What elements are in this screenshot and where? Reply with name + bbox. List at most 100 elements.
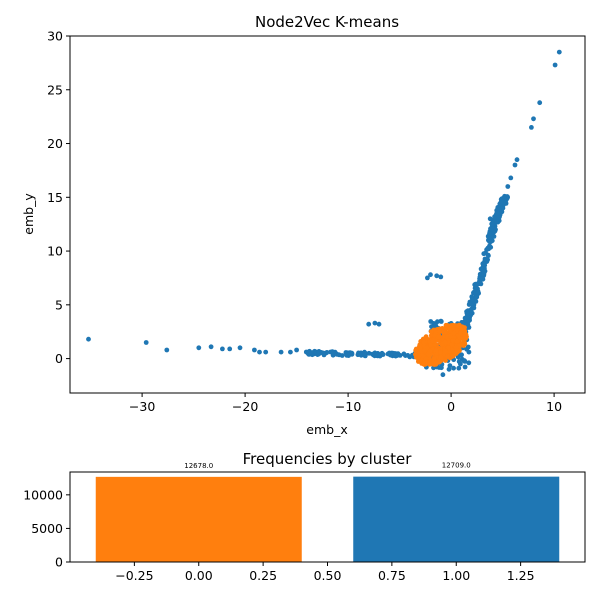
scatter-point-cluster-0 bbox=[433, 347, 439, 353]
scatter-point-cluster-0 bbox=[432, 338, 438, 343]
scatter-point-cluster-0 bbox=[448, 323, 454, 328]
scatter-point-cluster-1 bbox=[495, 210, 500, 216]
bar-x-tick-label: 0.25 bbox=[249, 568, 277, 583]
scatter-point-cluster-1 bbox=[438, 274, 444, 280]
scatter-point-cluster-0 bbox=[427, 348, 433, 354]
scatter-point-cluster-1 bbox=[488, 239, 494, 245]
scatter-point-cluster-1 bbox=[508, 175, 514, 181]
bar-value-label: 12709.0 bbox=[442, 462, 471, 470]
scatter-point-cluster-0 bbox=[459, 327, 464, 332]
scatter-point-cluster-1 bbox=[487, 216, 493, 222]
scatter-point-cluster-1 bbox=[466, 325, 472, 330]
scatter-point-cluster-1 bbox=[475, 290, 481, 295]
bar-cluster-1 bbox=[353, 476, 560, 562]
scatter-point-cluster-0 bbox=[453, 345, 459, 350]
scatter-point-cluster-1 bbox=[439, 365, 444, 371]
scatter-point-cluster-1 bbox=[505, 184, 511, 189]
scatter-point-cluster-1 bbox=[489, 221, 495, 227]
bar-x-tick-label: 0.50 bbox=[314, 568, 342, 583]
scatter-point-cluster-1 bbox=[143, 340, 149, 345]
scatter-x-label: emb_x bbox=[306, 422, 347, 437]
scatter-point-cluster-1 bbox=[357, 352, 363, 357]
scatter-point-cluster-0 bbox=[451, 330, 457, 336]
scatter-point-cluster-1 bbox=[488, 226, 493, 232]
scatter-point-cluster-1 bbox=[481, 261, 487, 267]
scatter-axes: −30 −20 −10 0 10 0 5 10 15 20 25 30 bbox=[47, 29, 586, 414]
scatter-point-cluster-0 bbox=[428, 329, 434, 334]
scatter-y-tick-label: 20 bbox=[47, 136, 63, 151]
scatter-point-cluster-1 bbox=[372, 320, 378, 326]
scatter-point-cluster-1 bbox=[465, 311, 470, 317]
scatter-y-tick-label: 25 bbox=[47, 82, 63, 97]
scatter-point-cluster-1 bbox=[379, 350, 385, 356]
scatter-y-tick-label: 5 bbox=[55, 297, 63, 312]
scatter-point-cluster-0 bbox=[449, 342, 455, 348]
scatter-point-cluster-1 bbox=[227, 346, 233, 352]
scatter-point-cluster-1 bbox=[468, 307, 474, 313]
scatter-point-cluster-1 bbox=[446, 366, 452, 372]
scatter-point-cluster-1 bbox=[458, 361, 463, 367]
scatter-point-cluster-1 bbox=[470, 296, 475, 302]
scatter-point-cluster-1 bbox=[451, 365, 456, 371]
scatter-point-cluster-0 bbox=[454, 339, 460, 344]
scatter-point-cluster-1 bbox=[493, 227, 498, 233]
scatter-point-cluster-1 bbox=[466, 360, 472, 366]
scatter-point-cluster-0 bbox=[421, 361, 426, 367]
bar-x-tick-label: 0.75 bbox=[378, 568, 406, 583]
scatter-point-cluster-1 bbox=[481, 271, 486, 277]
scatter-point-cluster-1 bbox=[321, 350, 326, 356]
scatter-point-cluster-0 bbox=[442, 329, 448, 335]
bar-x-tick-label: 1.25 bbox=[507, 568, 535, 583]
scatter-point-cluster-1 bbox=[514, 157, 520, 163]
scatter-point-cluster-0 bbox=[431, 333, 437, 338]
scatter-frame bbox=[69, 35, 586, 394]
scatter-point-cluster-0 bbox=[435, 334, 441, 340]
scatter-point-cluster-1 bbox=[361, 352, 367, 358]
scatter-point-cluster-0 bbox=[437, 328, 442, 334]
scatter-point-cluster-0 bbox=[438, 354, 444, 360]
scatter-point-cluster-0 bbox=[458, 330, 463, 336]
scatter-point-cluster-0 bbox=[462, 329, 468, 335]
scatter-point-cluster-1 bbox=[434, 273, 440, 279]
scatter-point-cluster-1 bbox=[385, 351, 391, 357]
scatter-point-cluster-1 bbox=[481, 251, 487, 257]
scatter-point-cluster-1 bbox=[347, 351, 353, 357]
scatter-x-tick-label: 0 bbox=[447, 399, 455, 414]
bar-cluster-0 bbox=[95, 476, 302, 562]
scatter-point-cluster-0 bbox=[437, 350, 443, 355]
scatter-x-tick-label: −10 bbox=[335, 399, 361, 414]
scatter-point-cluster-1 bbox=[497, 207, 502, 212]
scatter-point-cluster-0 bbox=[421, 348, 427, 353]
scatter-y-tick-label: 10 bbox=[47, 244, 63, 259]
scatter-point-cluster-1 bbox=[425, 275, 430, 281]
scatter-point-cluster-1 bbox=[405, 353, 411, 358]
scatter-point-cluster-0 bbox=[442, 339, 448, 345]
scatter-point-cluster-0 bbox=[442, 348, 448, 354]
scatter-point-cluster-1 bbox=[366, 321, 372, 327]
scatter-y-tick-label: 15 bbox=[47, 190, 63, 205]
bar-x-tick-label: −0.25 bbox=[115, 568, 153, 583]
scatter-point-cluster-1 bbox=[393, 353, 399, 359]
scatter-point-cluster-1 bbox=[336, 352, 342, 358]
scatter-point-cluster-1 bbox=[480, 276, 486, 282]
scatter-point-cluster-0 bbox=[428, 342, 433, 348]
bar-chart: Frequencies by cluster 12678.0 12709.0 −0… bbox=[23, 450, 586, 583]
scatter-point-cluster-1 bbox=[512, 162, 518, 168]
scatter-y-tick-label: 0 bbox=[55, 351, 63, 366]
bar-value-label: 12678.0 bbox=[184, 462, 213, 470]
scatter-point-cluster-1 bbox=[428, 272, 433, 278]
scatter-point-cluster-0 bbox=[417, 342, 423, 348]
scatter-point-cluster-1 bbox=[440, 372, 446, 378]
scatter-point-cluster-1 bbox=[316, 351, 322, 357]
scatter-point-cluster-1 bbox=[491, 234, 497, 239]
scatter-point-cluster-0 bbox=[423, 334, 429, 340]
scatter-point-cluster-1 bbox=[485, 245, 491, 251]
scatter-chart: Node2Vec K-means −30 −20 −10 0 10 0 5 10 15 20 25 3… bbox=[21, 13, 586, 437]
scatter-point-cluster-1 bbox=[397, 353, 403, 358]
scatter-point-cluster-1 bbox=[556, 49, 562, 55]
scatter-point-cluster-1 bbox=[494, 219, 499, 224]
scatter-x-tick-label: −20 bbox=[232, 399, 258, 414]
scatter-point-cluster-1 bbox=[552, 62, 558, 68]
bar-y-tick-label: 5000 bbox=[31, 521, 63, 536]
